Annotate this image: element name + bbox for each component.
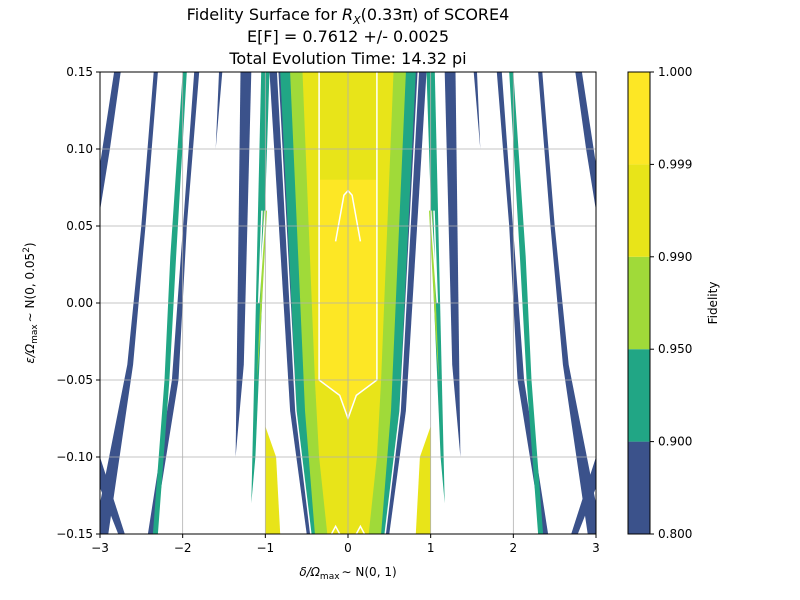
contour-line-2	[276, 72, 312, 534]
x-tick-label-6: 3	[592, 541, 600, 555]
y-tick-label-4: −0.05	[56, 373, 93, 387]
contour-region-13	[147, 72, 200, 534]
x-axis-label: δ/Ωmax ∼ N(0, 1)	[299, 565, 396, 582]
contour-region-8	[444, 72, 461, 457]
colorbar-band-0	[628, 441, 650, 534]
colorbar-tick-label-4: 0.999	[658, 157, 692, 171]
colorbar-tick-label-1: 0.900	[658, 435, 692, 449]
colorbar	[627, 71, 651, 535]
contour-region-22	[571, 457, 596, 534]
colorbar-band-4	[628, 72, 650, 165]
colorbar-tick-label-3: 0.990	[658, 250, 692, 264]
contour-region-24	[473, 72, 481, 149]
x-tick-label-4: 1	[427, 541, 435, 555]
x-tick-label-2: −1	[256, 541, 274, 555]
y-tick-label-5: −0.10	[56, 450, 93, 464]
contour-region-7	[235, 72, 252, 457]
y-tick-label-0: 0.15	[66, 65, 93, 79]
contour-region-23	[215, 72, 223, 149]
y-axis-label: ε/Ωmax∼ N(0, 0.052)	[22, 242, 40, 363]
x-axis-ticks: −3 −2 −1 0 1 2 3	[91, 534, 600, 555]
contour-region-20	[575, 72, 596, 211]
contour-region-21	[100, 457, 125, 534]
contour-region-4	[265, 426, 281, 534]
chart-title-line-3: Total Evolution Time: 14.32 pi	[228, 49, 466, 68]
colorbar-band-3	[628, 164, 650, 257]
contour-line-3	[384, 72, 420, 534]
colorbar-tick-label-5: 1.000	[658, 65, 692, 79]
contour-line-5	[355, 524, 366, 534]
contour-region-11	[257, 210, 267, 380]
colorbar-band-2	[628, 256, 650, 350]
colorbar-tick-label-0: 0.800	[658, 527, 692, 541]
chart-title-line-1: Fidelity Surface for RX(0.33π) of SCORE4	[187, 5, 510, 27]
y-axis-ticks: 0.15 0.10 0.05 0.00 −0.05 −0.10 −0.15	[56, 65, 100, 541]
chart-title-line-2: E[F] = 0.7612 +/- 0.0025	[247, 27, 449, 46]
colorbar-frame	[627, 71, 651, 535]
contour-region-14	[496, 72, 549, 534]
colorbar-band-1	[628, 349, 650, 442]
x-tick-label-5: 2	[510, 541, 518, 555]
x-tick-label-1: −2	[174, 541, 192, 555]
contour-region-12	[429, 210, 439, 380]
contour-line-4	[330, 524, 341, 534]
colorbar-tick-label-2: 0.950	[658, 342, 692, 356]
x-tick-label-3: 0	[344, 541, 352, 555]
colorbar-ticks: 0.800 0.900 0.950 0.990 0.999 1.000	[650, 65, 692, 541]
y-tick-label-1: 0.10	[66, 142, 93, 156]
x-tick-label-0: −3	[91, 541, 109, 555]
y-tick-label-6: −0.15	[56, 527, 93, 541]
y-tick-label-3: 0.00	[66, 296, 93, 310]
contour-region-5	[415, 426, 431, 534]
y-tick-label-2: 0.05	[66, 219, 93, 233]
colorbar-label: Fidelity	[706, 282, 720, 325]
contour-region-19	[100, 72, 121, 211]
